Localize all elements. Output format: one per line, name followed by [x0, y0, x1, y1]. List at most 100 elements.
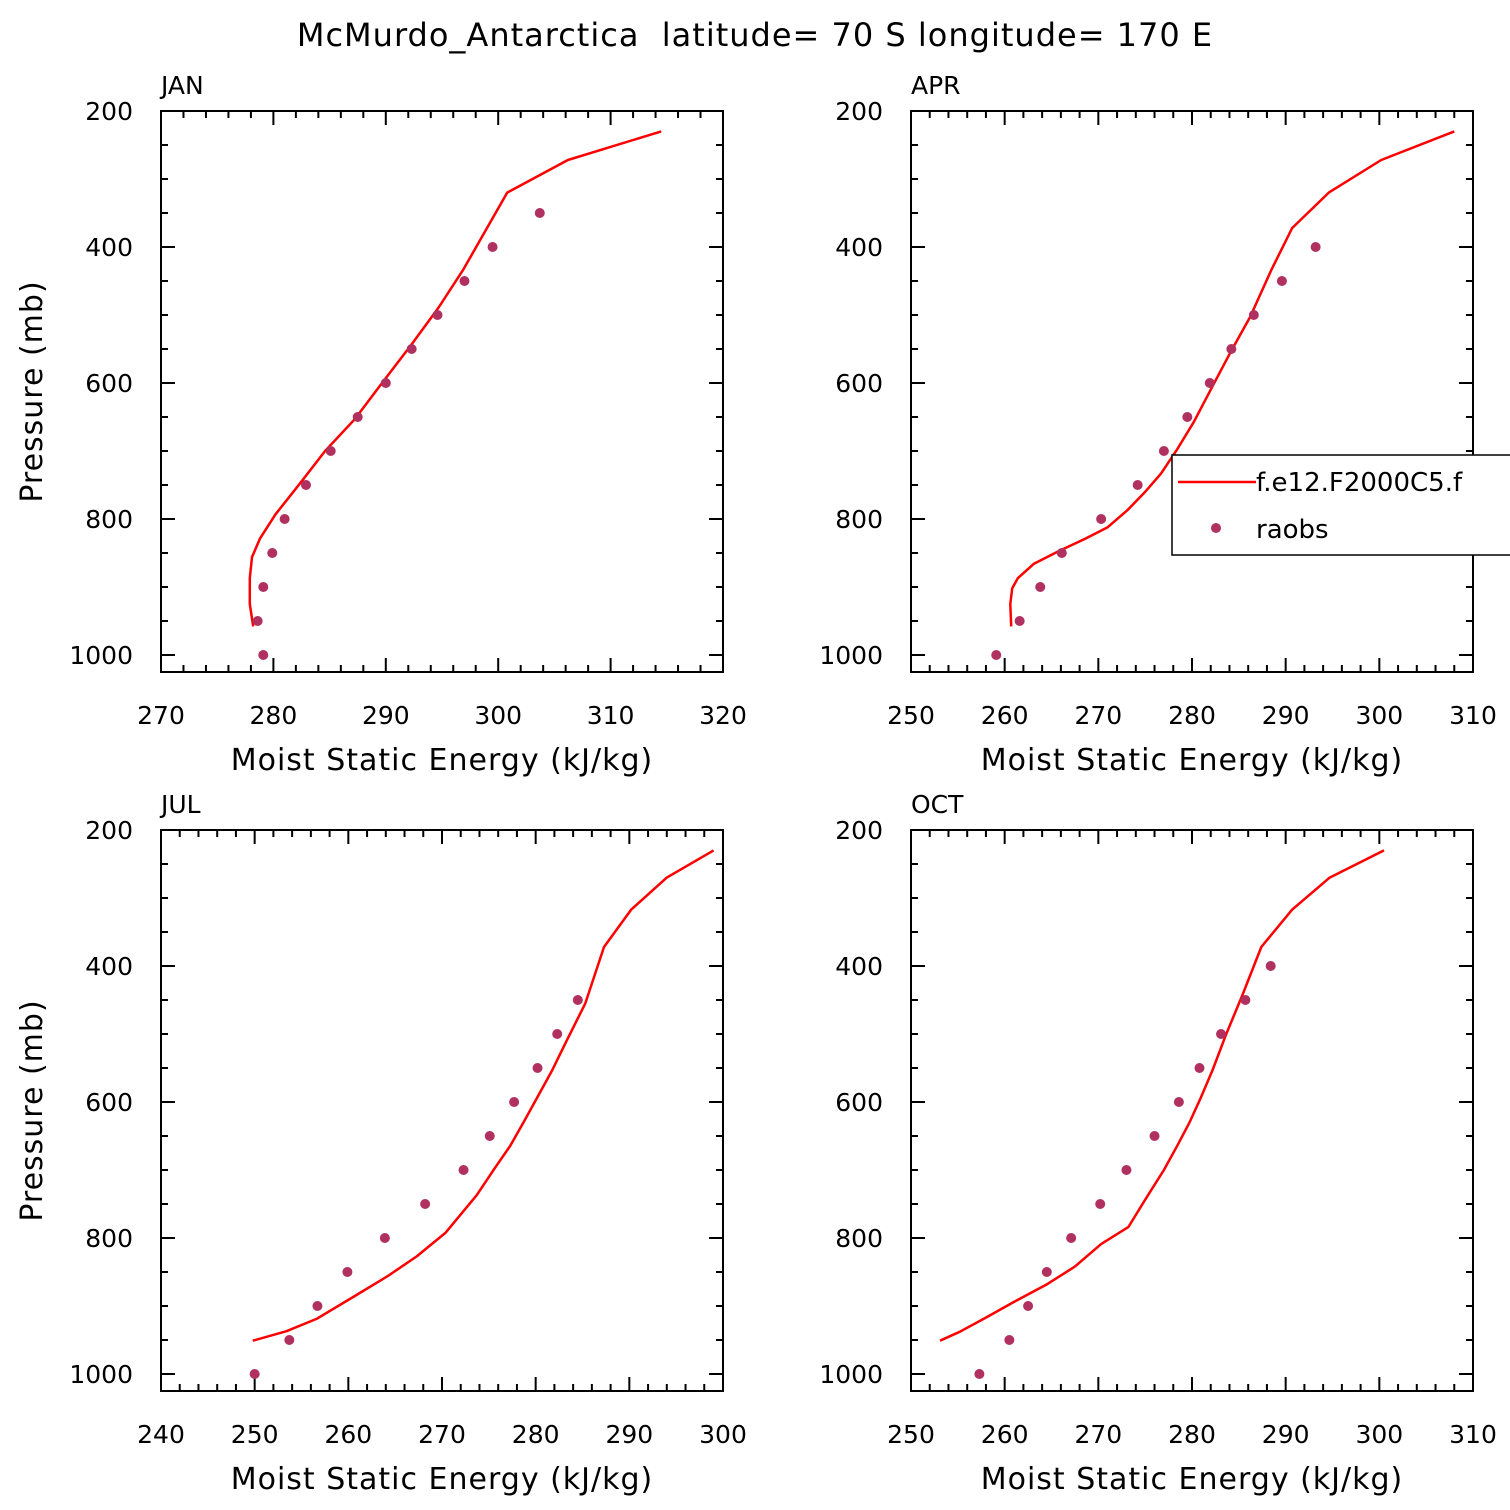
jan-x-tick-label: 300: [474, 701, 522, 730]
jan-raobs-point: [252, 616, 263, 626]
jul-raobs-point: [249, 1369, 260, 1379]
jan-y-tick-label: 800: [85, 505, 133, 534]
apr-panel-title: APR: [911, 71, 961, 100]
jul-y-tick-label: 800: [85, 1224, 133, 1253]
panel-jul: 240 250 260 270 280 290 300 200 400 600 800 1000 JUL…: [15, 790, 747, 1497]
oct-plot-frame: [910, 829, 1474, 1392]
apr-raobs-point: [1226, 344, 1237, 354]
jan-y-axis-title: Pressure (mb): [15, 280, 50, 502]
apr-raobs-point: [1035, 582, 1046, 592]
oct-x-axis-title: Moist Static Energy (kJ/kg): [981, 1462, 1404, 1497]
apr-model-line: [1009, 130, 1455, 627]
panel-jan: 270 280 290 300 310 320 200 400 600 800 1000 JAN Moi…: [15, 71, 747, 778]
apr-raobs-point: [1204, 378, 1215, 388]
jul-raobs-point: [420, 1199, 431, 1209]
apr-x-tick-label: 300: [1355, 701, 1403, 730]
jan-raobs-point: [258, 650, 269, 660]
jan-raobs-point: [352, 412, 363, 422]
oct-x-tick-label: 280: [1168, 1420, 1216, 1449]
oct-x-tick-label: 300: [1355, 1420, 1403, 1449]
jan-x-tick-label: 310: [587, 701, 635, 730]
jul-x-tick-label: 280: [512, 1420, 560, 1449]
apr-y-tick-label: 800: [835, 505, 883, 534]
jan-x-tick-label: 280: [250, 701, 298, 730]
jan-panel-title: JAN: [159, 71, 204, 100]
jul-model-line: [252, 849, 715, 1342]
oct-model-line: [939, 849, 1385, 1342]
jan-raobs-point: [406, 344, 417, 354]
apr-x-tick-label: 280: [1168, 701, 1216, 730]
jul-y-tick-label: 400: [85, 952, 133, 981]
jul-raobs-point: [342, 1267, 353, 1277]
apr-y-tick-label: 600: [835, 369, 883, 398]
apr-raobs-point: [1158, 446, 1169, 456]
jan-raobs-point: [380, 378, 391, 388]
apr-y-tick-label: 1000: [819, 641, 883, 670]
apr-x-tick-label: 290: [1262, 701, 1310, 730]
oct-y-tick-label: 1000: [819, 1360, 883, 1389]
apr-raobs-point: [1310, 242, 1321, 252]
jul-panel-title: JUL: [159, 790, 201, 819]
oct-raobs-point: [1240, 995, 1251, 1005]
oct-raobs-point: [974, 1369, 985, 1379]
oct-raobs-point: [1121, 1165, 1132, 1175]
jul-raobs-point: [509, 1097, 520, 1107]
oct-y-tick-label: 400: [835, 952, 883, 981]
oct-x-tick-label: 250: [887, 1420, 935, 1449]
oct-x-tick-label: 270: [1074, 1420, 1122, 1449]
oct-raobs-point: [1173, 1097, 1184, 1107]
apr-raobs-point: [1248, 310, 1259, 320]
panel-apr: 250 260 270 280 290 300 310 200 400 600 800 1000 APR…: [819, 71, 1496, 778]
jan-raobs-point: [300, 480, 311, 490]
legend: f.e12.F2000C5.f raobs: [1171, 454, 1510, 556]
oct-raobs-point: [1095, 1199, 1106, 1209]
jan-y-tick-label: 400: [85, 233, 133, 262]
oct-raobs-point: [1216, 1029, 1227, 1039]
jul-raobs-point: [379, 1233, 390, 1243]
oct-panel-title: OCT: [911, 790, 964, 819]
oct-x-tick-label: 290: [1262, 1420, 1310, 1449]
jul-x-tick-label: 240: [137, 1420, 185, 1449]
jan-raobs-point: [279, 514, 290, 524]
jan-raobs-point: [487, 242, 498, 252]
jul-x-tick-label: 270: [418, 1420, 466, 1449]
jul-raobs-point: [484, 1131, 495, 1141]
jan-raobs-point: [459, 276, 470, 286]
jan-y-tick-label: 600: [85, 369, 133, 398]
jul-raobs-point: [312, 1301, 323, 1311]
jul-raobs-point: [552, 1029, 563, 1039]
oct-raobs-point: [1004, 1335, 1015, 1345]
jul-plot-frame: [160, 829, 724, 1392]
apr-raobs-point: [1276, 276, 1287, 286]
apr-raobs-point: [1182, 412, 1193, 422]
oct-raobs-point: [1066, 1233, 1077, 1243]
apr-x-tick-label: 270: [1074, 701, 1122, 730]
jan-x-tick-label: 290: [362, 701, 410, 730]
jan-y-tick-label: 1000: [69, 641, 133, 670]
oct-raobs-point: [1041, 1267, 1052, 1277]
apr-y-tick-label: 400: [835, 233, 883, 262]
oct-raobs-point: [1023, 1301, 1034, 1311]
apr-y-tick-label: 200: [835, 97, 883, 126]
panel-oct: 250 260 270 280 290 300 310 200 400 600 800 1000 OCT…: [819, 790, 1496, 1497]
apr-x-tick-label: 250: [887, 701, 935, 730]
jul-y-tick-label: 1000: [69, 1360, 133, 1389]
oct-raobs-point: [1265, 961, 1276, 971]
legend-label-model: f.e12.F2000C5.f: [1256, 468, 1463, 498]
jul-x-tick-label: 300: [699, 1420, 747, 1449]
jul-raobs-point: [572, 995, 583, 1005]
jul-x-tick-label: 260: [324, 1420, 372, 1449]
oct-raobs-point: [1194, 1063, 1205, 1073]
jan-x-tick-label: 320: [699, 701, 747, 730]
apr-x-axis-title: Moist Static Energy (kJ/kg): [981, 743, 1404, 778]
jan-raobs-point: [432, 310, 443, 320]
legend-label-raobs: raobs: [1256, 515, 1329, 545]
jul-x-axis-title: Moist Static Energy (kJ/kg): [231, 1462, 654, 1497]
apr-raobs-point: [1014, 616, 1025, 626]
jan-y-tick-label: 200: [85, 97, 133, 126]
oct-raobs-point: [1149, 1131, 1160, 1141]
jan-model-line: [248, 130, 662, 627]
jul-raobs-point: [284, 1335, 295, 1345]
jan-plot-frame: [160, 110, 724, 673]
figure-title: McMurdo_Antarctica latitude= 70 S longit…: [297, 16, 1213, 54]
